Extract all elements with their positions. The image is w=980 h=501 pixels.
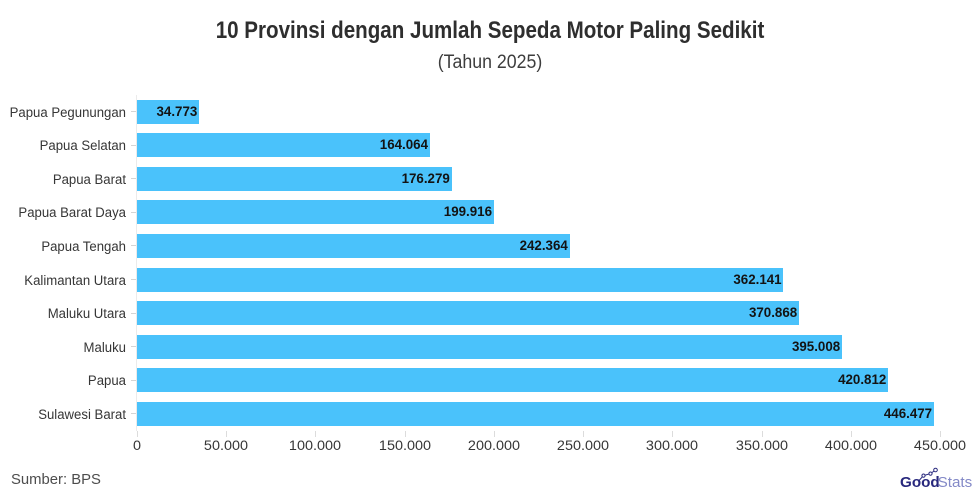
svg-text:Good: Good	[900, 474, 940, 491]
svg-text:Stats: Stats	[938, 474, 973, 491]
